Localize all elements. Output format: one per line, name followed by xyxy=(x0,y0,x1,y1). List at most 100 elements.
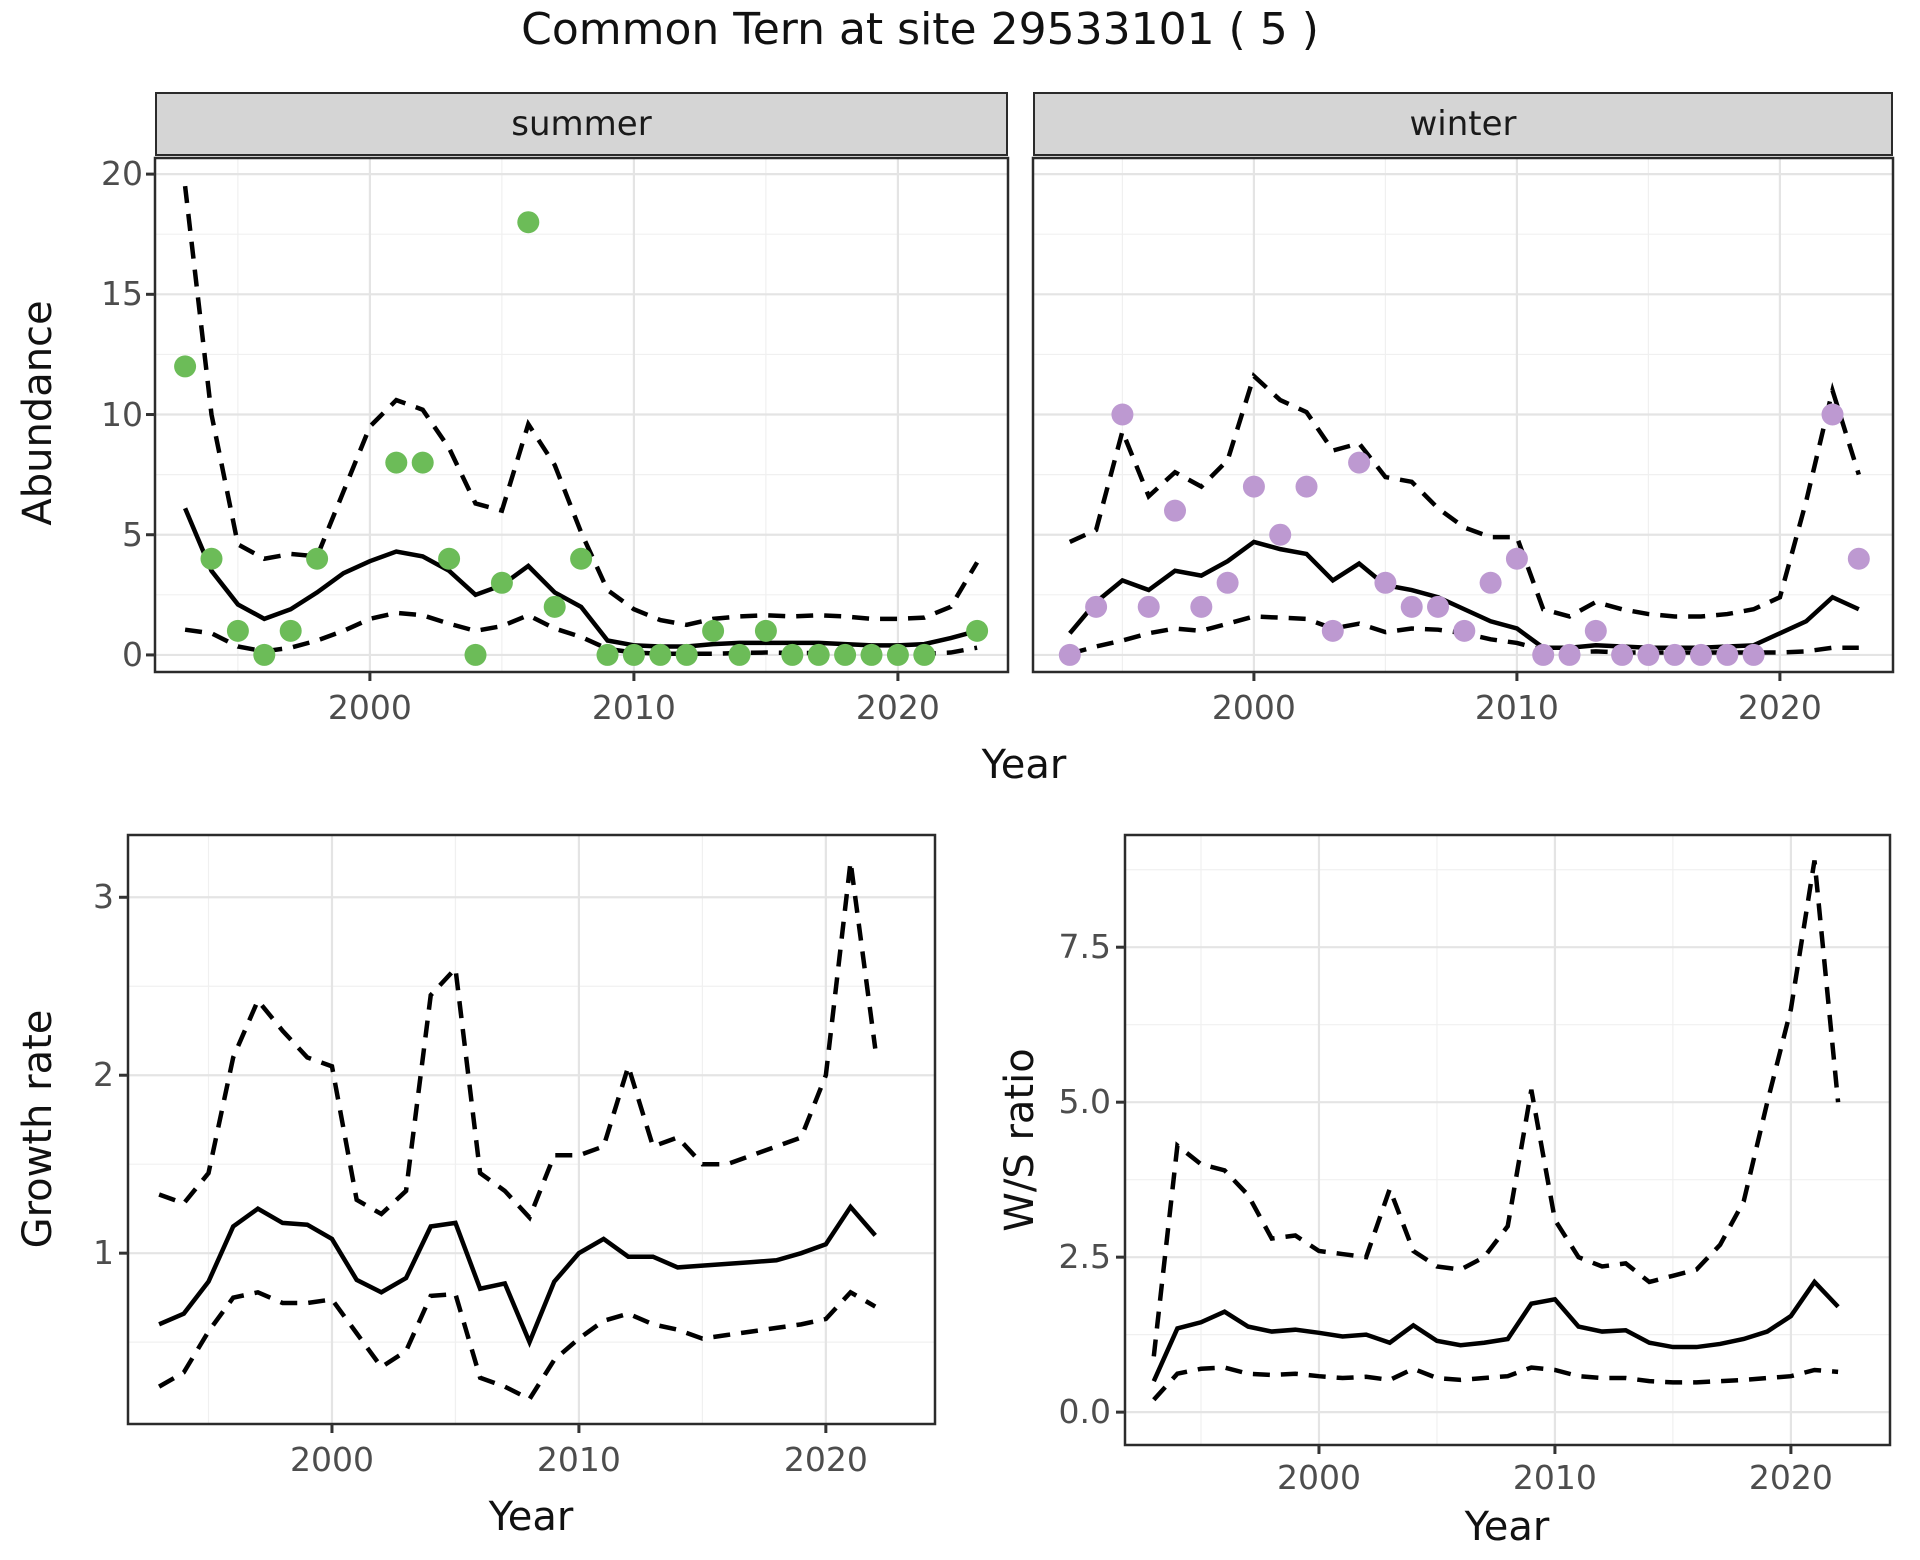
x-tick-label: 2010 xyxy=(591,688,676,727)
winter-summer-ratio-ci-upper-line xyxy=(1151,860,1841,1357)
facet-strip-summer-label: summer xyxy=(511,104,652,144)
y-tick-label: 2 xyxy=(93,1055,114,1095)
x-axis-title-ws-ratio: Year xyxy=(1464,1504,1550,1550)
y-tick-label: 0 xyxy=(122,634,143,674)
facet-strip-winter: winter xyxy=(1033,92,1893,156)
x-tick-label: 2020 xyxy=(1737,688,1822,727)
abundance-summer-point xyxy=(253,643,276,666)
abundance-summer-point xyxy=(490,571,513,594)
growth-rate-median-line xyxy=(158,1203,877,1349)
abundance-summer-point xyxy=(781,643,804,666)
summer-abundance-chart xyxy=(146,156,1010,681)
x-tick-label: 2000 xyxy=(1276,1458,1361,1497)
abundance-winter-point xyxy=(1532,643,1555,666)
y-tick-label: 2.5 xyxy=(1058,1237,1111,1277)
y-tick-label: 3 xyxy=(93,877,114,917)
abundance-winter-point xyxy=(1821,403,1844,426)
abundance-winter-point xyxy=(1295,475,1318,498)
y-tick-label: 0.0 xyxy=(1058,1392,1111,1432)
abundance-winter-point xyxy=(1847,547,1870,570)
abundance-summer-point xyxy=(860,643,883,666)
y-tick-label: 20 xyxy=(101,154,143,194)
growth-rate-chart xyxy=(119,833,937,1433)
abundance-winter-point xyxy=(1453,619,1476,642)
abundance-winter-point xyxy=(1242,475,1265,498)
x-tick-label: 2000 xyxy=(327,688,412,727)
abundance-summer-point xyxy=(675,643,698,666)
abundance-summer-point xyxy=(702,619,725,642)
x-tick-label: 2010 xyxy=(1512,1458,1597,1497)
x-tick-label: 2010 xyxy=(536,1440,621,1479)
abundance-winter-point xyxy=(1374,571,1397,594)
abundance-winter-point xyxy=(1663,643,1686,666)
abundance-summer-point xyxy=(306,547,329,570)
abundance-winter-point xyxy=(1348,451,1371,474)
abundance-summer-point xyxy=(464,643,487,666)
abundance-summer-point xyxy=(385,451,408,474)
x-tick-label: 2000 xyxy=(289,1440,374,1479)
abundance-summer-point xyxy=(754,619,777,642)
abundance-summer-point xyxy=(886,643,909,666)
abundance-winter-point xyxy=(1479,571,1502,594)
abundance-winter-ci-upper-line xyxy=(1068,372,1861,619)
x-tick-label: 2010 xyxy=(1474,688,1559,727)
y-axis-title-ws-ratio: W/S ratio xyxy=(997,1048,1043,1232)
facet-strip-summer: summer xyxy=(155,92,1008,156)
abundance-winter-point xyxy=(1137,595,1160,618)
abundance-summer-point xyxy=(517,211,540,234)
abundance-summer-point xyxy=(913,643,936,666)
x-axis-title-growth-rate: Year xyxy=(488,1494,574,1540)
abundance-summer-point xyxy=(596,643,619,666)
abundance-winter-point xyxy=(1716,643,1739,666)
winter-abundance-chart xyxy=(1031,156,1895,681)
y-tick-label: 5 xyxy=(122,514,143,554)
abundance-winter-point xyxy=(1058,643,1081,666)
abundance-winter-point xyxy=(1190,595,1213,618)
abundance-winter-point xyxy=(1164,499,1187,522)
x-tick-label: 2000 xyxy=(1211,688,1296,727)
abundance-winter-point xyxy=(1584,619,1607,642)
abundance-summer-point xyxy=(411,451,434,474)
abundance-summer-point xyxy=(543,595,566,618)
abundance-winter-point xyxy=(1611,643,1634,666)
abundance-winter-point xyxy=(1269,523,1292,546)
x-tick-label: 2020 xyxy=(783,1440,868,1479)
abundance-summer-point xyxy=(622,643,645,666)
abundance-winter-point xyxy=(1637,643,1660,666)
y-tick-label: 1 xyxy=(93,1233,114,1273)
abundance-winter-point xyxy=(1558,643,1581,666)
abundance-winter-point xyxy=(1321,619,1344,642)
abundance-summer-point xyxy=(570,547,593,570)
abundance-winter-point xyxy=(1505,547,1528,570)
winter-summer-ratio-median-line xyxy=(1151,1278,1840,1383)
abundance-winter-point xyxy=(1085,595,1108,618)
growth-rate-ci-lower-line xyxy=(157,1289,877,1403)
abundance-winter-point xyxy=(1216,571,1239,594)
y-tick-label: 7.5 xyxy=(1058,927,1111,967)
x-axis-title-abundance: Year xyxy=(981,742,1067,788)
y-tick-label: 15 xyxy=(101,274,143,314)
abundance-summer-point xyxy=(728,643,751,666)
facet-strip-winter-label: winter xyxy=(1409,104,1517,144)
abundance-winter-point xyxy=(1690,643,1713,666)
abundance-summer-point xyxy=(279,619,302,642)
abundance-winter-point xyxy=(1111,403,1134,426)
abundance-winter-point xyxy=(1427,595,1450,618)
abundance-summer-point xyxy=(807,643,830,666)
abundance-summer-point xyxy=(438,547,461,570)
winter-summer-ratio-ci-lower-line xyxy=(1152,1365,1839,1402)
abundance-summer-point xyxy=(200,547,223,570)
abundance-summer-point xyxy=(834,643,857,666)
y-tick-label: 5.0 xyxy=(1058,1082,1111,1122)
abundance-summer-point xyxy=(226,619,249,642)
abundance-summer-point xyxy=(966,619,989,642)
abundance-summer-point xyxy=(649,643,672,666)
abundance-summer-point xyxy=(174,355,197,378)
ws-ratio-chart xyxy=(1116,833,1892,1454)
chart-title: Common Tern at site 29533101 ( 5 ) xyxy=(521,4,1319,55)
x-tick-label: 2020 xyxy=(855,688,940,727)
y-tick-label: 10 xyxy=(101,394,143,434)
abundance-winter-point xyxy=(1742,643,1765,666)
abundance-winter-point xyxy=(1400,595,1423,618)
